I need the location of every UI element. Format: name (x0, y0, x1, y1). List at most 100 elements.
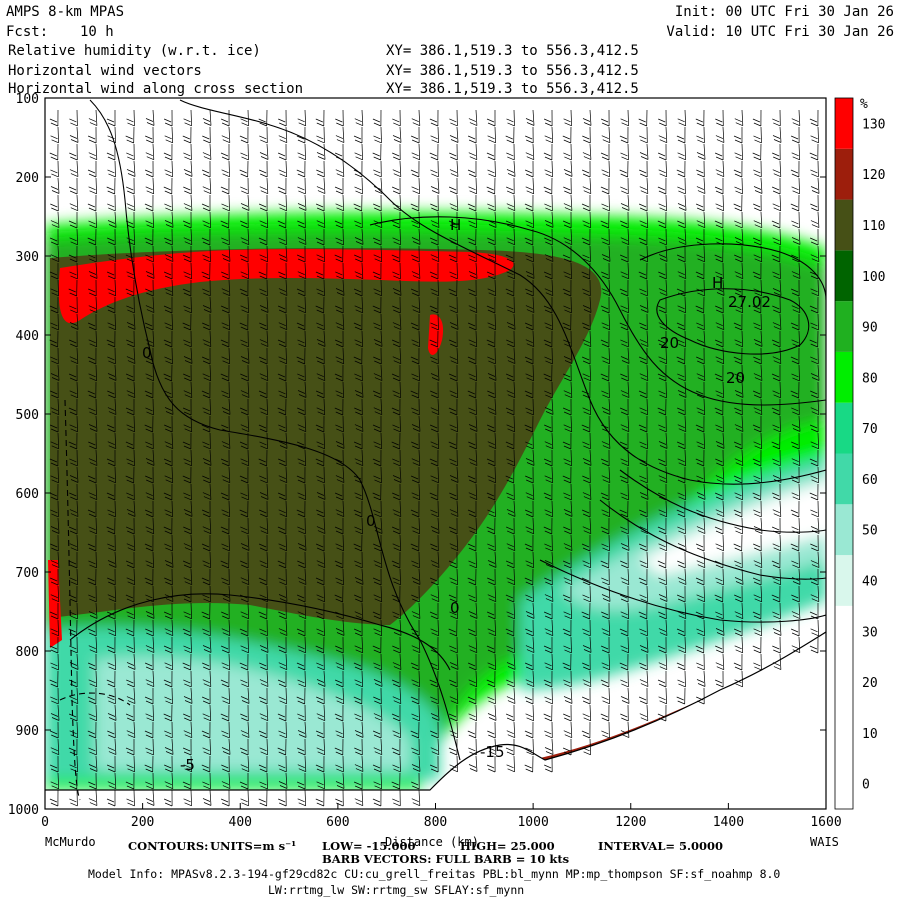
wind-barb (429, 415, 439, 433)
wind-barb (49, 449, 59, 467)
wind-barb (544, 755, 553, 773)
wind-barb (315, 296, 325, 314)
wind-barb (221, 245, 231, 262)
wind-barb (220, 670, 230, 688)
wind-barb (543, 143, 553, 161)
wind-barb (677, 109, 687, 127)
wind-barb (734, 449, 744, 467)
wind-barb (620, 177, 629, 195)
wind-barb (145, 772, 154, 790)
wind-barb (239, 738, 249, 756)
wind-barb (772, 636, 781, 654)
wind-barb (563, 500, 573, 517)
wind-barb (183, 721, 193, 739)
wind-barb (430, 245, 440, 263)
wind-barb (296, 432, 306, 450)
wind-barb (259, 466, 268, 484)
wind-barb (297, 534, 307, 551)
wind-barb (639, 619, 648, 637)
wind-barb (353, 127, 363, 144)
wind-barb (449, 296, 458, 314)
wind-barb (164, 619, 174, 637)
wind-barb (563, 160, 573, 177)
wind-barb (467, 161, 477, 178)
wind-barb (183, 670, 192, 688)
wind-barb (392, 789, 401, 807)
y-tick-label: 100 (16, 92, 39, 107)
wind-barb (562, 653, 572, 671)
wind-barb (449, 347, 459, 365)
wind-barb (316, 500, 325, 518)
wind-barb (372, 416, 382, 433)
wind-barb (448, 279, 458, 297)
wind-barb (733, 313, 743, 331)
wind-barb (810, 194, 819, 212)
colorbar-label: 60 (862, 473, 878, 488)
wind-barb (809, 449, 819, 467)
wind-barb (278, 755, 287, 773)
wind-barb (544, 721, 553, 739)
wind-barb (543, 483, 553, 501)
wind-barb (50, 687, 59, 705)
wind-barb (715, 432, 725, 449)
wind-barb (297, 636, 306, 654)
wind-barb (620, 568, 630, 586)
wind-barb (506, 517, 515, 535)
wind-barb (733, 653, 743, 671)
wind-barb (107, 551, 117, 568)
wind-barb (183, 109, 192, 127)
wind-barb (258, 789, 268, 807)
wind-barb (277, 671, 287, 688)
wind-barb (334, 670, 344, 688)
wind-barb (734, 483, 743, 501)
wind-barb (544, 653, 553, 671)
wind-barb (506, 568, 516, 586)
wind-barb (106, 143, 116, 161)
wind-barb (733, 194, 743, 212)
wind-barb (107, 245, 117, 263)
wind-barb (449, 755, 458, 773)
wind-barb (411, 568, 421, 585)
wind-barb (752, 143, 762, 161)
wind-barb (544, 194, 553, 212)
wind-barb (145, 619, 154, 637)
wind-barb (506, 143, 515, 161)
contours-interval: INTERVAL= 5.0000 (598, 839, 724, 853)
wind-barb (468, 143, 478, 161)
wind-barb (620, 687, 630, 704)
wind-barb (734, 381, 744, 398)
wind-barb (239, 398, 249, 416)
wind-barb (487, 364, 497, 381)
wind-barb (50, 721, 59, 739)
wind-barb (334, 738, 344, 756)
wind-barb (259, 211, 269, 229)
wind-barb (296, 280, 306, 297)
wind-barb (240, 381, 250, 398)
wind-barb (164, 721, 173, 739)
wind-barb (563, 449, 572, 467)
wind-barb (335, 772, 345, 789)
wind-barb (240, 296, 249, 314)
wind-barb (600, 551, 610, 569)
wind-barb (581, 195, 591, 212)
wind-barb (487, 687, 496, 705)
wind-barb (277, 551, 287, 569)
wind-barb (220, 144, 230, 161)
wind-barb (411, 432, 420, 450)
wind-barb (68, 552, 78, 569)
wind-barb (658, 568, 667, 586)
wind-barb (790, 500, 800, 518)
wind-barb (163, 109, 173, 127)
wind-barb (258, 109, 268, 127)
wind-barb (639, 126, 648, 144)
wind-barb (772, 619, 782, 636)
wind-barb (145, 364, 154, 382)
wind-barb (107, 704, 117, 721)
wind-barb (315, 415, 325, 433)
wind-barb (87, 466, 97, 484)
wind-barb (164, 687, 173, 705)
wind-barb (753, 585, 763, 603)
wind-barb (221, 432, 231, 449)
wind-barb (430, 619, 439, 637)
wind-barb (506, 177, 515, 195)
